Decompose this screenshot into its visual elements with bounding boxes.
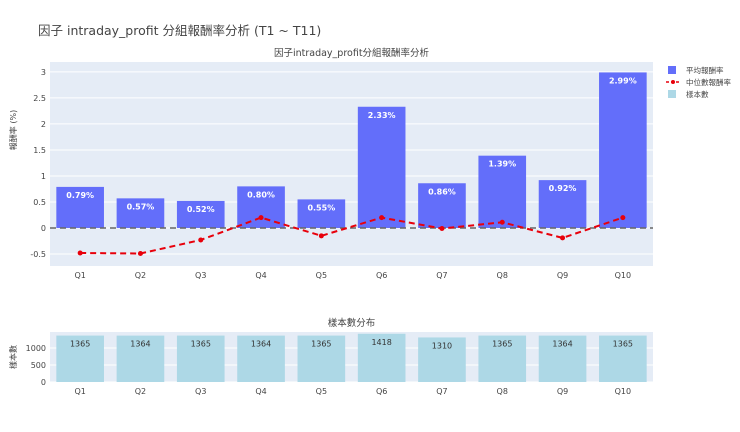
bar-data-label: 2.99% bbox=[609, 76, 637, 85]
median-return-marker bbox=[499, 219, 505, 225]
sample-count-bar bbox=[237, 335, 285, 382]
x-tick-label: Q5 bbox=[316, 271, 327, 280]
x-tick-label: Q1 bbox=[74, 387, 85, 396]
median-return-marker bbox=[379, 215, 385, 221]
bar-data-label: 1365 bbox=[191, 340, 211, 349]
plot-area bbox=[50, 62, 653, 266]
x-tick-label: Q9 bbox=[557, 387, 568, 396]
x-tick-label: Q7 bbox=[436, 387, 447, 396]
x-tick-label: Q8 bbox=[497, 271, 508, 280]
x-tick-label: Q10 bbox=[615, 271, 631, 280]
mean-return-bar bbox=[56, 186, 104, 229]
x-tick-label: Q3 bbox=[195, 387, 206, 396]
x-tick-label: Q4 bbox=[255, 387, 266, 396]
sample-count-bar bbox=[538, 335, 587, 382]
mean-return-bar bbox=[478, 155, 527, 229]
bar-data-label: 1365 bbox=[70, 340, 90, 349]
y-tick-label: 1 bbox=[41, 172, 46, 181]
x-tick-label: Q7 bbox=[436, 271, 447, 280]
figure-title: 因子 intraday_profit 分組報酬率分析 (T1 ~ T11) bbox=[38, 23, 322, 38]
sample-count-bar bbox=[176, 335, 225, 382]
median-return-line bbox=[80, 216, 624, 255]
bar-data-label: 0.55% bbox=[307, 203, 335, 212]
mean-return-bar bbox=[116, 198, 165, 229]
bar-data-label: 1310 bbox=[432, 341, 452, 350]
sample-count-bar bbox=[116, 335, 165, 382]
median-return-marker bbox=[318, 233, 324, 239]
median-return-marker bbox=[439, 226, 445, 232]
x-tick-label: Q8 bbox=[497, 387, 508, 396]
x-tick-label: Q10 bbox=[615, 387, 631, 396]
mean-return-bar bbox=[538, 180, 587, 229]
median-return-marker bbox=[77, 250, 83, 256]
mean-return-bar bbox=[357, 106, 406, 229]
bar-data-label: 0.57% bbox=[127, 202, 155, 211]
median-return-marker bbox=[137, 251, 143, 257]
x-tick-label: Q9 bbox=[557, 271, 568, 280]
bar-data-label: 0.52% bbox=[187, 205, 215, 214]
x-tick-label: Q6 bbox=[376, 387, 387, 396]
sample-count-bar bbox=[297, 335, 346, 382]
mean-return-bar bbox=[297, 199, 346, 229]
mean-return-bar bbox=[599, 72, 647, 229]
y-tick-label: 0.5 bbox=[33, 198, 46, 207]
bar-data-label: 0.86% bbox=[428, 187, 456, 196]
mean-return-bar bbox=[176, 200, 225, 229]
sample-count-bar bbox=[599, 335, 647, 382]
legend-item-label[interactable]: 平均報酬率 bbox=[686, 65, 724, 75]
mean-return-bar bbox=[418, 183, 466, 229]
y-tick-label: 2.5 bbox=[33, 94, 46, 103]
x-tick-label: Q3 bbox=[195, 271, 206, 280]
x-tick-label: Q4 bbox=[255, 271, 266, 280]
bar-data-label: 1365 bbox=[613, 340, 633, 349]
median-return-marker bbox=[258, 215, 264, 221]
bar-data-label: 1364 bbox=[552, 340, 572, 349]
y-tick-label: 0 bbox=[41, 378, 46, 387]
sample-count-bar bbox=[418, 337, 466, 382]
legend-square-icon bbox=[668, 90, 676, 98]
y-tick-label: 3 bbox=[41, 68, 46, 77]
bar-data-label: 1418 bbox=[371, 338, 391, 347]
x-tick-label: Q2 bbox=[135, 387, 146, 396]
median-return-marker bbox=[620, 215, 626, 221]
sample-count-bar bbox=[478, 335, 527, 382]
median-return-marker bbox=[198, 237, 204, 243]
legend-square-icon bbox=[668, 66, 676, 74]
legend-marker-icon bbox=[671, 80, 675, 84]
median-return-marker bbox=[560, 235, 566, 241]
bar-data-label: 0.92% bbox=[549, 184, 577, 193]
x-tick-label: Q5 bbox=[316, 387, 327, 396]
bar-data-label: 1365 bbox=[311, 340, 331, 349]
subplot-title: 樣本數分布 bbox=[328, 317, 376, 329]
x-tick-label: Q2 bbox=[135, 271, 146, 280]
y-tick-label: 1.5 bbox=[33, 146, 46, 155]
y-axis-label: 報酬率 (%) bbox=[8, 110, 18, 150]
x-tick-label: Q6 bbox=[376, 271, 387, 280]
legend-item-label[interactable]: 中位數報酬率 bbox=[686, 77, 731, 87]
bar-data-label: 1364 bbox=[251, 340, 271, 349]
y-tick-label: 500 bbox=[31, 361, 46, 370]
bar-data-label: 1.39% bbox=[488, 160, 516, 169]
y-tick-label: -0.5 bbox=[30, 250, 46, 259]
y-tick-label: 0 bbox=[41, 224, 46, 233]
subplot-title: 因子intraday_profit分組報酬率分析 bbox=[274, 47, 430, 59]
bar-data-label: 1364 bbox=[130, 340, 150, 349]
bar-data-label: 1365 bbox=[492, 340, 512, 349]
bar-data-label: 0.80% bbox=[247, 190, 275, 199]
bar-data-label: 0.79% bbox=[66, 191, 94, 200]
sample-count-bar bbox=[56, 335, 104, 382]
sample-count-bar bbox=[357, 333, 406, 382]
y-tick-label: 1000 bbox=[26, 344, 46, 353]
y-axis-label: 樣本數 bbox=[8, 345, 18, 369]
y-tick-label: 2 bbox=[41, 120, 46, 129]
x-tick-label: Q1 bbox=[74, 271, 85, 280]
mean-return-bar bbox=[237, 186, 285, 229]
bar-data-label: 2.33% bbox=[368, 111, 396, 120]
legend-item-label[interactable]: 樣本數 bbox=[686, 89, 709, 99]
